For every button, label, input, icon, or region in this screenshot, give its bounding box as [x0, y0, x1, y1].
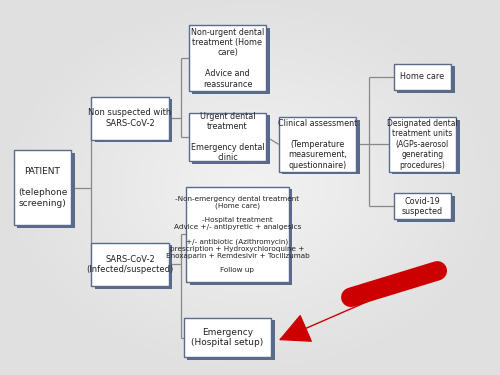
- FancyBboxPatch shape: [190, 189, 292, 285]
- FancyBboxPatch shape: [192, 28, 270, 94]
- FancyBboxPatch shape: [188, 320, 275, 360]
- FancyBboxPatch shape: [397, 196, 455, 222]
- Text: PATIENT

(telephone
screening): PATIENT (telephone screening): [18, 167, 67, 208]
- Text: -Non-emergency dental treatment
(Home care)

-Hospital treatment
Advice +/- anti: -Non-emergency dental treatment (Home ca…: [166, 196, 310, 273]
- FancyBboxPatch shape: [95, 99, 172, 142]
- FancyBboxPatch shape: [91, 97, 169, 140]
- Text: Home care: Home care: [400, 72, 444, 81]
- FancyBboxPatch shape: [14, 150, 72, 225]
- FancyBboxPatch shape: [186, 187, 289, 282]
- Text: Emergency
(Hospital setup): Emergency (Hospital setup): [192, 328, 264, 347]
- FancyBboxPatch shape: [17, 153, 75, 228]
- FancyBboxPatch shape: [91, 243, 169, 286]
- FancyBboxPatch shape: [189, 112, 266, 161]
- FancyBboxPatch shape: [279, 117, 356, 172]
- Text: SARS-CoV-2
(Infected/suspected): SARS-CoV-2 (Infected/suspected): [86, 255, 174, 274]
- Text: Clinical assessment

(Temperature
measurement,
questionnaire): Clinical assessment (Temperature measure…: [278, 119, 357, 170]
- FancyBboxPatch shape: [394, 193, 451, 219]
- FancyBboxPatch shape: [397, 66, 455, 93]
- FancyBboxPatch shape: [394, 64, 451, 90]
- FancyBboxPatch shape: [95, 246, 172, 289]
- Text: Urgent dental
treatment

Emergency dental
clinic: Urgent dental treatment Emergency dental…: [190, 112, 264, 162]
- Text: Non-urgent dental
treatment (Home
care)

Advice and
reassurance: Non-urgent dental treatment (Home care) …: [191, 28, 264, 88]
- Text: Non suspected with
SARS-CoV-2: Non suspected with SARS-CoV-2: [88, 108, 172, 128]
- Text: Covid-19
suspected: Covid-19 suspected: [402, 196, 443, 216]
- FancyBboxPatch shape: [189, 26, 266, 91]
- FancyBboxPatch shape: [192, 115, 270, 164]
- FancyBboxPatch shape: [184, 318, 271, 357]
- FancyBboxPatch shape: [392, 120, 460, 174]
- FancyBboxPatch shape: [389, 117, 456, 172]
- Text: Designated dental
treatment units
(AGPs-aerosol
generating
procedures): Designated dental treatment units (AGPs-…: [387, 119, 458, 170]
- FancyBboxPatch shape: [282, 120, 360, 174]
